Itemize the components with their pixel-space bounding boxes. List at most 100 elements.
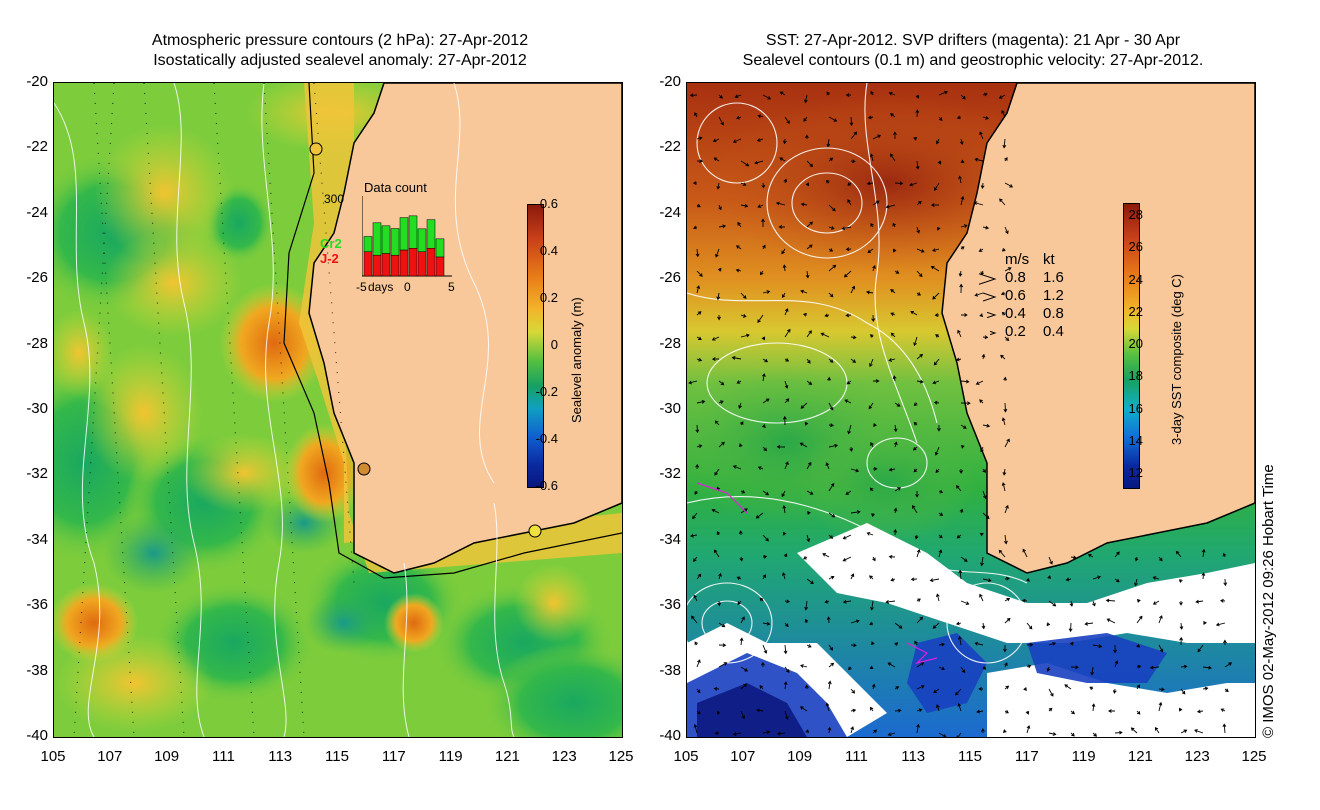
right-x-tick: 117	[1014, 748, 1039, 765]
right-x-tick: 109	[787, 748, 813, 765]
right-y-tick: -38	[659, 661, 681, 679]
left-y-tick: -30	[26, 400, 48, 417]
inset-title: Data count	[364, 180, 427, 195]
colorbar-label: 18	[1128, 368, 1143, 384]
legend-speed-ms: 0.8	[1005, 269, 1026, 286]
legend-header-kt: kt	[1043, 251, 1055, 268]
left-y-tick: -22	[26, 138, 48, 156]
right-x-tick: 121	[1127, 748, 1153, 765]
left-y-tick: -28	[26, 334, 48, 352]
left-y-tick: -20	[26, 73, 48, 90]
left-y-tick: -34	[26, 530, 48, 548]
right-y-tick: -22	[659, 138, 681, 156]
left-x-tick: 123	[551, 748, 577, 765]
sst-colorbar-title: 3-day SST composite (deg C)	[1169, 274, 1184, 445]
colorbar-label: 24	[1128, 271, 1143, 287]
velocity-legend: m/s kt 0.8 1.6 0.6 1.2 0.4 0.8 0.2 0.4	[977, 241, 1097, 351]
colorbar-label: 0.4	[539, 243, 558, 258]
left-y-tick: -32	[26, 465, 48, 483]
colorbar-label: 26	[1128, 239, 1143, 255]
colorbar-label: 28	[1128, 207, 1143, 222]
right-y-tick: -26	[659, 269, 681, 287]
right-x-tick: 113	[901, 748, 926, 765]
legend-speed-kt: 1.6	[1043, 269, 1064, 286]
right-title-line1: SST: 27-Apr-2012. SVP drifters (magenta)…	[765, 32, 1181, 49]
inset-x-max: 5	[448, 280, 455, 294]
colorbar-label: 0.2	[539, 290, 558, 305]
colorbar-label: -0.4	[535, 431, 558, 446]
colorbar-label: -0.2	[535, 384, 558, 399]
right-x-tick: 107	[730, 748, 756, 765]
right-y-tick: -40	[659, 727, 681, 744]
colorbar-label: 20	[1128, 336, 1143, 351]
right-x-tick: 119	[1071, 748, 1096, 765]
right-title-line2: Sealevel contours (0.1 m) and geostrophi…	[742, 52, 1204, 69]
legend-speed-ms: 0.6	[1005, 287, 1026, 304]
inset-x-min: -5	[356, 280, 367, 294]
sst-map	[687, 83, 1255, 737]
legend-arrow-icon	[990, 330, 997, 336]
right-y-tick: -30	[659, 400, 681, 417]
tide-gauge-marker	[309, 142, 323, 156]
histogram-bar-j2	[390, 254, 400, 277]
colorbar-label: 0.6	[539, 196, 558, 211]
histogram-bar-j2	[372, 254, 382, 277]
right-x-tick: 111	[844, 748, 868, 765]
histogram-bar-j2	[363, 251, 373, 277]
imos-credit: © IMOS 02-May-2012 09:26 Hobart Time	[1260, 464, 1277, 738]
inset-ymax: 300	[324, 192, 345, 206]
right-x-tick: 123	[1184, 748, 1210, 765]
right-y-tick: -32	[659, 465, 681, 483]
colorbar-label: 22	[1128, 303, 1143, 319]
colorbar-label: 12	[1128, 465, 1143, 480]
left-y-tick: -36	[26, 596, 48, 614]
colorbar-label: 0	[550, 337, 558, 352]
legend-speed-kt: 0.8	[1043, 305, 1064, 322]
left-x-tick: 119	[438, 748, 463, 765]
legend-arrow-icon	[983, 292, 997, 302]
left-x-tick: 113	[268, 748, 293, 765]
sealevel-colorbar-title: Sealevel anomaly (m)	[569, 297, 584, 423]
legend-speed-ms: 0.4	[1005, 305, 1026, 322]
histogram-bar-cr2	[435, 238, 445, 258]
right-y-tick: -20	[659, 73, 681, 90]
histogram-bar-j2	[381, 253, 391, 277]
right-y-tick: -28	[659, 334, 681, 352]
tide-gauge-marker	[528, 524, 542, 538]
left-title-line1: Atmospheric pressure contours (2 hPa): 2…	[151, 32, 529, 49]
sst-colorbar	[1123, 203, 1140, 489]
legend-speed-kt: 1.2	[1043, 287, 1064, 304]
right-y-tick: -24	[659, 203, 681, 221]
inset-legend-j2: J-2	[320, 251, 339, 266]
left-x-tick: 111	[211, 748, 235, 765]
histogram-bar-cr2	[399, 217, 409, 251]
velocity-arrow-field	[688, 90, 1233, 737]
left-y-tick: -26	[26, 269, 48, 287]
left-x-tick: 121	[494, 748, 520, 765]
right-x-tick: 125	[1241, 748, 1267, 765]
histogram-bar-cr2	[417, 228, 427, 252]
right-y-tick: -36	[659, 596, 681, 614]
left-title-line2: Isostatically adjusted sealevel anomaly:…	[153, 52, 527, 69]
legend-speed-kt: 0.4	[1043, 323, 1064, 340]
left-x-tick: 105	[40, 748, 66, 765]
histogram-bar-cr2	[390, 228, 400, 256]
legend-speed-ms: 0.2	[1005, 323, 1026, 340]
legend-header-ms: m/s	[1005, 251, 1030, 268]
histogram-bar-cr2	[408, 215, 418, 249]
data-count-inset: Data count 300 Cr2 J-2 -5 days 0 5	[320, 178, 494, 294]
colorbar-label: 14	[1128, 432, 1143, 448]
left-y-tick: -38	[26, 661, 48, 679]
inset-x-label: days	[368, 280, 394, 294]
left-x-tick: 109	[154, 748, 180, 765]
histogram-bar-cr2	[381, 225, 391, 254]
histogram-bar-j2	[408, 248, 418, 277]
left-x-tick: 117	[381, 748, 406, 765]
histogram-bar-cr2	[372, 222, 382, 256]
inset-x-zero: 0	[404, 280, 411, 294]
left-x-tick: 115	[325, 748, 349, 765]
histogram-bar-j2	[435, 256, 445, 277]
right-x-tick: 105	[673, 748, 699, 765]
left-map: Data count 300 Cr2 J-2 -5 days 0 5 0.6 0.…	[53, 82, 623, 738]
right-y-tick: -34	[659, 530, 681, 548]
